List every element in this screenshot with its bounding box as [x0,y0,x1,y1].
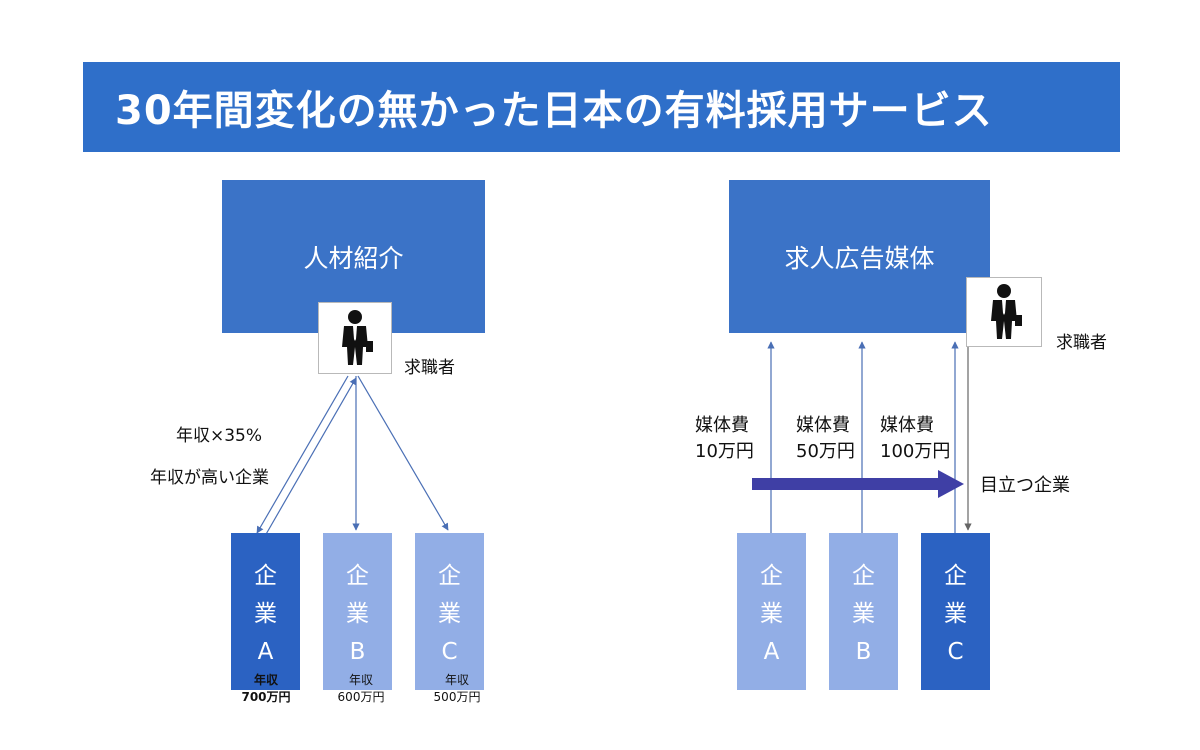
left-job-seeker-card [318,302,392,374]
arrow-seeker-to-a [256,375,349,534]
salary-a: 年収 700万円 [226,672,306,706]
job-ad-media-label: 求人広告媒体 [784,243,935,273]
right-job-seeker-card [966,277,1042,347]
right-company-b: 企 業 B [829,533,898,690]
company-letter: B [855,639,872,665]
media-fee-50: 媒体費 50万円 [796,413,855,465]
fee-title: 媒体費 [695,415,749,436]
attention-arrow-shaft [752,478,940,490]
salary-label: 年収 [444,673,469,687]
company-char: 企 [852,563,875,589]
fee-amount: 100万円 [880,441,951,462]
right-company-c: 企 業 C [921,533,990,690]
company-letter: C [441,639,458,665]
recruitment-agency-label: 人材紹介 [303,243,404,273]
salary-value: 600万円 [337,690,385,704]
fee-title: 媒体費 [796,415,850,436]
right-company-a: 企 業 A [737,533,806,690]
target-label: 年収が高い企業 [150,468,269,488]
salary-label: 年収 [253,673,278,687]
businessman-icon [342,310,373,365]
fee-amount: 50万円 [796,441,855,462]
company-letter: C [947,639,964,665]
left-company-a: 企 業 A [231,533,300,690]
salary-b: 年収 600万円 [321,672,401,706]
title-banner: 30年間変化の無かった日本の有料採用サービス [83,62,1120,152]
company-char: 企 [346,563,369,589]
left-seeker-label: 求職者 [404,358,455,378]
media-fee-10: 媒体費 10万円 [695,413,754,465]
company-char: 企 [944,563,967,589]
salary-value: 700万円 [241,690,291,704]
job-ad-media-box: 求人広告媒体 [729,180,990,333]
company-char: 企 [254,563,277,589]
company-letter: A [257,639,274,665]
media-fee-100: 媒体費 100万円 [880,413,950,465]
company-char: 業 [438,601,461,627]
arrow-seeker-to-c [357,375,449,531]
fee-label: 年収×35% [176,426,263,446]
salary-value: 500万円 [433,690,481,704]
company-char: 業 [944,601,967,627]
company-char: 企 [760,563,783,589]
company-char: 企 [438,563,461,589]
company-letter: B [349,639,366,665]
left-company-b: 企 業 B [323,533,392,690]
standout-company-label: 目立つ企業 [980,475,1070,496]
company-letter: A [763,639,780,665]
attention-arrow-head [938,470,964,498]
salary-label: 年収 [348,673,373,687]
salary-c: 年収 500万円 [417,672,497,706]
right-seeker-label: 求職者 [1056,333,1107,353]
businessman-icon [991,284,1022,339]
company-char: 業 [852,601,875,627]
fee-amount: 10万円 [695,441,754,462]
company-char: 業 [760,601,783,627]
company-char: 業 [254,601,277,627]
fee-title: 媒体費 [880,415,934,436]
page-title: 30年間変化の無かった日本の有料採用サービス [115,88,993,134]
left-company-c: 企 業 C [415,533,484,690]
arrow-a-to-seeker [264,377,357,537]
company-char: 業 [346,601,369,627]
